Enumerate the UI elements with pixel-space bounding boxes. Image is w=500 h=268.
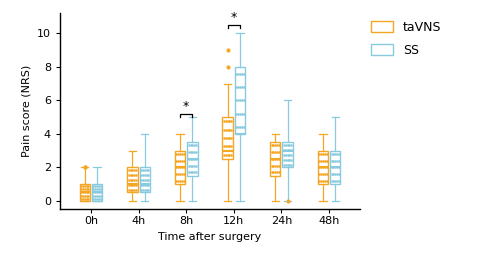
Bar — [330, 151, 340, 184]
Bar — [235, 67, 245, 134]
Y-axis label: Pain score (NRS): Pain score (NRS) — [22, 65, 32, 157]
Bar — [187, 142, 198, 176]
Bar — [282, 142, 293, 167]
X-axis label: Time after surgery: Time after surgery — [158, 232, 262, 241]
Legend: taVNS, SS: taVNS, SS — [369, 20, 443, 58]
Bar — [270, 142, 280, 176]
Bar — [127, 167, 138, 192]
Bar — [92, 184, 102, 201]
Bar — [175, 151, 185, 184]
Bar — [222, 117, 233, 159]
Text: *: * — [183, 100, 190, 113]
Text: *: * — [230, 11, 237, 24]
Bar — [318, 151, 328, 184]
Bar — [80, 184, 90, 201]
Bar — [140, 167, 150, 192]
